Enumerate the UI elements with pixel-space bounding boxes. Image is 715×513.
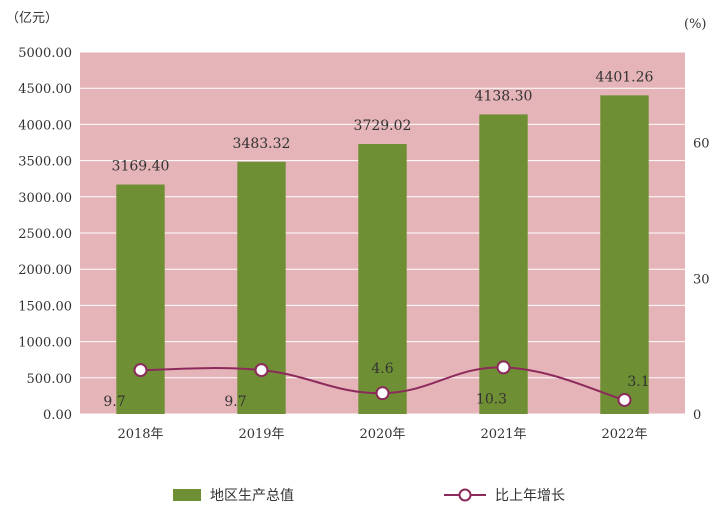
- x-tick-label: 2020年: [359, 427, 405, 442]
- left-axis-unit: （亿元）: [6, 11, 58, 26]
- growth-point: [133, 363, 148, 378]
- left-tick-label: 5000.00: [18, 46, 72, 61]
- growth-labels: 9.7 9.7 4.6 10.3 3.1: [103, 361, 649, 410]
- bar-value-label: 3483.32: [233, 136, 291, 152]
- left-tick-label: 500.00: [27, 372, 73, 387]
- growth-point: [254, 363, 269, 378]
- right-tick-label: 30: [693, 272, 710, 287]
- bar-value-label: 4138.30: [475, 88, 533, 104]
- bar: [116, 184, 165, 414]
- x-axis-ticks: 2018年 2019年 2020年 2021年 2022年: [117, 427, 647, 442]
- left-tick-label: 4500.00: [18, 82, 72, 97]
- growth-point: [496, 360, 511, 375]
- left-tick-label: 4000.00: [18, 118, 72, 133]
- bar-value-label: 3169.40: [112, 159, 170, 175]
- growth-point: [375, 386, 390, 401]
- left-axis-ticks: 0.00 500.00 1000.00 1500.00 2000.00 2500.00 30…: [18, 46, 72, 423]
- x-tick-label: 2019年: [238, 427, 284, 442]
- right-tick-label: 60: [693, 137, 710, 152]
- growth-value-label: 9.7: [103, 394, 125, 410]
- legend-label-gdp: 地区生产总值: [210, 488, 294, 504]
- legend: 地区生产总值 比上年增长: [173, 488, 565, 504]
- legend-swatch-gdp: [173, 489, 201, 501]
- x-tick-label: 2018年: [117, 427, 163, 442]
- x-tick-label: 2021年: [480, 427, 526, 442]
- growth-value-label: 9.7: [224, 394, 246, 410]
- bar: [358, 144, 407, 414]
- bar-value-label: 3729.02: [354, 118, 412, 134]
- left-tick-label: 2000.00: [18, 263, 72, 278]
- left-tick-label: 2500.00: [18, 227, 72, 242]
- growth-points: [133, 360, 632, 407]
- x-tick-label: 2022年: [601, 427, 647, 442]
- right-axis-unit: (%): [684, 17, 707, 32]
- left-tick-label: 3000.00: [18, 191, 72, 206]
- growth-point: [617, 392, 632, 407]
- legend-label-growth: 比上年增长: [495, 488, 565, 504]
- left-tick-label: 0.00: [43, 408, 72, 423]
- bar: [600, 95, 649, 414]
- left-tick-label: 1000.00: [18, 336, 72, 351]
- right-tick-label: 0: [693, 408, 701, 423]
- right-axis-ticks: 0 30 60: [693, 137, 710, 424]
- left-tick-label: 1500.00: [18, 299, 72, 314]
- growth-value-label: 3.1: [627, 374, 649, 390]
- bar-labels: 3169.40 3483.32 3729.02 4138.30 4401.26: [112, 69, 654, 174]
- bar-series: [116, 95, 649, 414]
- left-tick-label: 3500.00: [18, 155, 72, 170]
- bar-value-label: 4401.26: [596, 69, 654, 85]
- growth-value-label: 10.3: [476, 391, 507, 407]
- legend-swatch-growth-marker: [458, 488, 472, 502]
- growth-value-label: 4.6: [371, 361, 393, 377]
